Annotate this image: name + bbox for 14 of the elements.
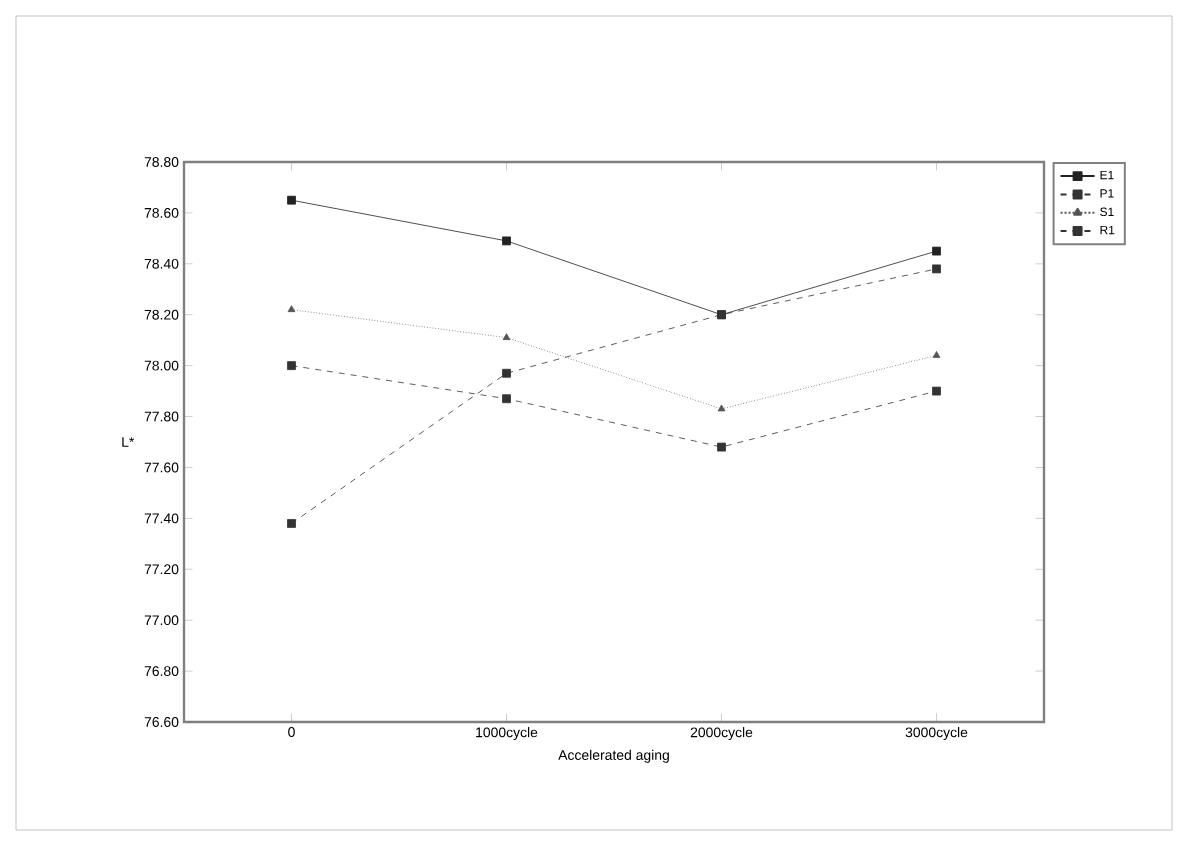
point <box>717 442 726 452</box>
point <box>287 305 296 313</box>
point <box>932 386 941 396</box>
point <box>502 394 511 404</box>
point <box>502 236 511 246</box>
point <box>287 195 296 205</box>
point <box>932 351 941 358</box>
point <box>717 404 726 412</box>
point <box>932 246 941 256</box>
point <box>932 264 941 274</box>
point <box>287 361 296 371</box>
point <box>502 333 511 341</box>
point <box>502 368 511 378</box>
point <box>287 519 296 528</box>
